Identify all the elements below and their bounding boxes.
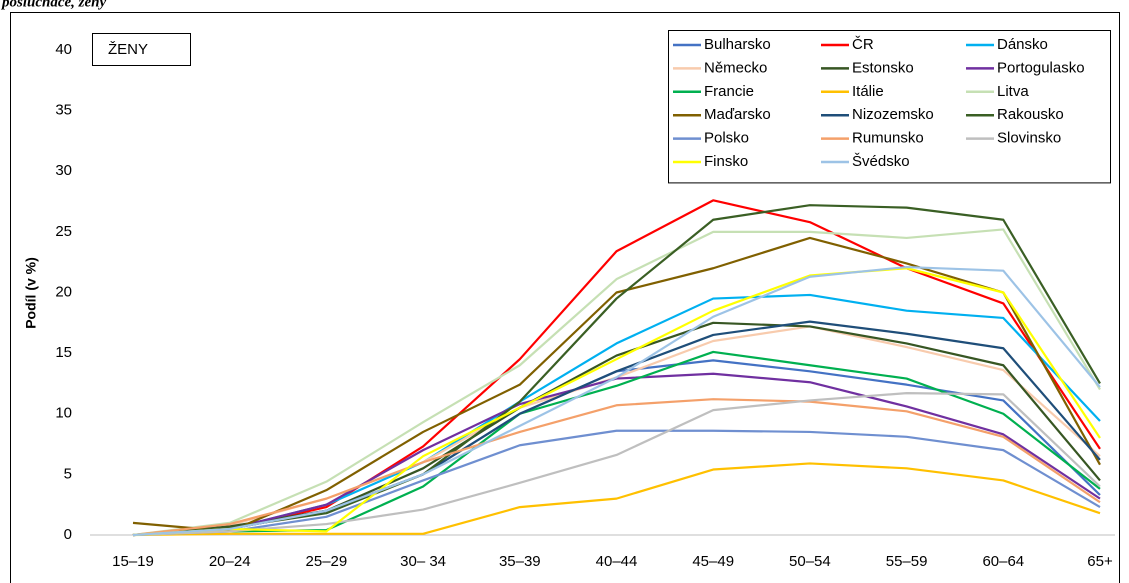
- chart-title: posluchače, ženy: [0, 0, 107, 10]
- y-tick-label: 30: [55, 162, 72, 179]
- x-tick-label: 15–19: [112, 553, 154, 570]
- legend-label: Litva: [997, 83, 1029, 100]
- y-tick-label: 40: [55, 41, 72, 58]
- x-tick-label: 25–29: [306, 553, 348, 570]
- series-line: [132, 236, 1101, 533]
- series-line: [132, 398, 1101, 537]
- y-tick-label: 15: [55, 344, 72, 361]
- legend-box: [668, 30, 1111, 184]
- y-tick-label: 35: [55, 102, 72, 119]
- legend-label: Itálie: [852, 83, 884, 100]
- legend-label: Francie: [704, 83, 754, 100]
- series-line: [132, 267, 1101, 537]
- legend-label: Německo: [704, 59, 767, 76]
- legend-label: Slovinsko: [997, 130, 1061, 147]
- inset-box: [92, 33, 191, 66]
- y-axis-label: Podíl (v %): [23, 257, 39, 329]
- y-tick-label: 25: [55, 223, 72, 240]
- y-tick-label: 0: [64, 526, 72, 543]
- y-tick-label: 5: [64, 465, 72, 482]
- x-tick-label: 40–44: [596, 553, 638, 570]
- legend-label: Rumunsko: [852, 130, 924, 147]
- legend-label: Maďarsko: [704, 106, 771, 123]
- series-line: [132, 228, 1101, 537]
- legend-label: Bulharsko: [704, 36, 771, 53]
- y-tick-label: 10: [55, 405, 72, 422]
- x-tick-label: 65+: [1087, 553, 1113, 570]
- x-tick-label: 55–59: [886, 553, 928, 570]
- legend-label: Švédsko: [852, 153, 910, 170]
- legend-label: Estonsko: [852, 59, 914, 76]
- x-tick-label: 60–64: [982, 553, 1024, 570]
- series-line: [132, 204, 1101, 537]
- legend-label: Rakousko: [997, 106, 1064, 123]
- legend-label: Finsko: [704, 153, 748, 170]
- series-line: [132, 462, 1101, 537]
- y-tick-label: 20: [55, 283, 72, 300]
- x-tick-label: 50–54: [789, 553, 831, 570]
- chart-frame: [10, 12, 1120, 583]
- x-tick-label: 20–24: [209, 553, 251, 570]
- series-line: [132, 265, 1101, 537]
- legend-label: Dánsko: [997, 36, 1048, 53]
- legend-label: Nizozemsko: [852, 106, 934, 123]
- series-line: [132, 199, 1101, 537]
- inset-label: ŽENY: [108, 41, 148, 58]
- legend-label: Portogulasko: [997, 59, 1085, 76]
- x-tick-label: 45–49: [692, 553, 734, 570]
- legend-label: ČR: [852, 36, 874, 53]
- x-tick-label: 35–39: [499, 553, 541, 570]
- legend-label: Polsko: [704, 130, 749, 147]
- series-line: [132, 392, 1101, 537]
- series-line: [132, 429, 1101, 537]
- x-tick-label: 30– 34: [400, 553, 446, 570]
